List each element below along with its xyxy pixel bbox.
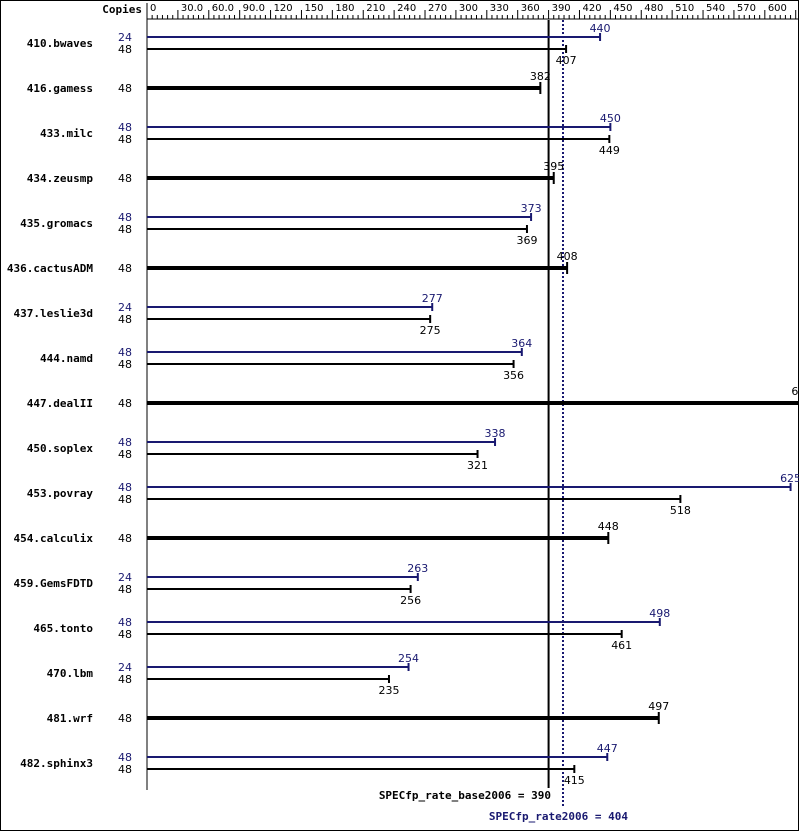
benchmark-label: 437.leslie3d [14,307,93,320]
peak-value-label: 625 [780,472,799,485]
base-value-label: 497 [648,700,669,713]
base-copies-label: 48 [118,397,132,410]
base-value-label: 369 [516,234,537,247]
base-value-label: 407 [556,54,577,67]
base-value-label: 448 [598,520,619,533]
benchmark-label: 454.calculix [14,532,94,545]
base-value-label: 461 [611,639,632,652]
peak-value-label: 440 [590,22,611,35]
base-value-label: 395 [543,160,564,173]
peak-copies-label: 48 [118,436,132,449]
x-tick-label: 390 [552,3,571,14]
benchmark-label: 416.gamess [27,82,93,95]
benchmark-label: 434.zeusmp [27,172,94,185]
peak-value-label: 447 [597,742,618,755]
x-tick-label: 60.0 [212,3,234,14]
base-value-label: 235 [378,684,399,697]
x-tick-label: 360 [521,3,540,14]
benchmark-label: 482.sphinx3 [20,757,93,770]
base-copies-label: 48 [118,223,132,236]
peak-copies-label: 24 [118,661,132,674]
base-copies-label: 48 [118,262,132,275]
x-tick-label: 420 [582,3,601,14]
peak-copies-label: 48 [118,211,132,224]
x-tick-label: 540 [706,3,725,14]
benchmark-label: 465.tonto [33,622,93,635]
copies-header: Copies [102,3,142,16]
base-copies-label: 48 [118,583,132,596]
peak-value-label: 498 [649,607,670,620]
benchmark-label: 436.cactusADM [7,262,93,275]
x-tick-label: 600 [768,3,787,14]
base-value-label: 275 [420,324,441,337]
peak-reference-label: SPECfp_rate2006 = 404 [489,810,628,823]
peak-copies-label: 48 [118,751,132,764]
benchmark-label: 410.bwaves [27,37,93,50]
base-value-label: 321 [467,459,488,472]
base-copies-label: 48 [118,358,132,371]
base-value-label: 449 [599,144,620,157]
peak-copies-label: 48 [118,346,132,359]
base-value-label: 382 [530,70,551,83]
peak-value-label: 364 [511,337,532,350]
x-tick-label: 30.0 [181,3,203,14]
x-tick-label: 300 [459,3,478,14]
benchmark-label: 447.dealII [27,397,93,410]
peak-copies-label: 24 [118,31,132,44]
x-tick-label: 570 [737,3,756,14]
x-tick-label: 480 [644,3,663,14]
peak-value-label: 277 [422,292,443,305]
peak-value-label: 338 [485,427,506,440]
x-tick-label: 0 [150,3,156,14]
x-tick-label: 90.0 [243,3,265,14]
base-copies-label: 48 [118,448,132,461]
benchmark-label: 450.soplex [27,442,94,455]
peak-copies-label: 48 [118,616,132,629]
base-copies-label: 48 [118,82,132,95]
benchmark-label: 435.gromacs [20,217,93,230]
peak-copies-label: 48 [118,121,132,134]
peak-copies-label: 24 [118,301,132,314]
base-value-label: 415 [564,774,585,787]
benchmark-label: 459.GemsFDTD [14,577,94,590]
x-tick-label: 210 [366,3,385,14]
peak-copies-label: 48 [118,481,132,494]
base-copies-label: 48 [118,712,132,725]
base-value-label: 356 [503,369,524,382]
base-copies-label: 48 [118,313,132,326]
peak-value-label: 450 [600,112,621,125]
benchmark-label: 470.lbm [47,667,94,680]
x-tick-label: 120 [274,3,293,14]
base-copies-label: 48 [118,43,132,56]
x-tick-label: 510 [675,3,694,14]
benchmark-label: 453.povray [27,487,94,500]
base-copies-label: 48 [118,532,132,545]
base-copies-label: 48 [118,628,132,641]
base-copies-label: 48 [118,673,132,686]
peak-value-label: 373 [521,202,542,215]
base-copies-label: 48 [118,763,132,776]
benchmark-label: 481.wrf [47,712,93,725]
peak-value-label: 254 [398,652,419,665]
x-tick-label: 270 [428,3,447,14]
benchmark-label: 444.namd [40,352,93,365]
base-value-label: 636 [791,385,799,398]
x-tick-label: 330 [490,3,509,14]
base-copies-label: 48 [118,172,132,185]
benchmark-label: 433.milc [40,127,93,140]
base-copies-label: 48 [118,133,132,146]
base-value-label: 256 [400,594,421,607]
peak-copies-label: 24 [118,571,132,584]
base-value-label: 518 [670,504,691,517]
base-value-label: 408 [557,250,578,263]
peak-value-label: 263 [407,562,428,575]
base-copies-label: 48 [118,493,132,506]
x-tick-label: 150 [304,3,323,14]
base-reference-label: SPECfp_rate_base2006 = 390 [379,789,551,802]
x-tick-label: 450 [613,3,632,14]
x-tick-label: 240 [397,3,416,14]
x-tick-label: 180 [335,3,354,14]
